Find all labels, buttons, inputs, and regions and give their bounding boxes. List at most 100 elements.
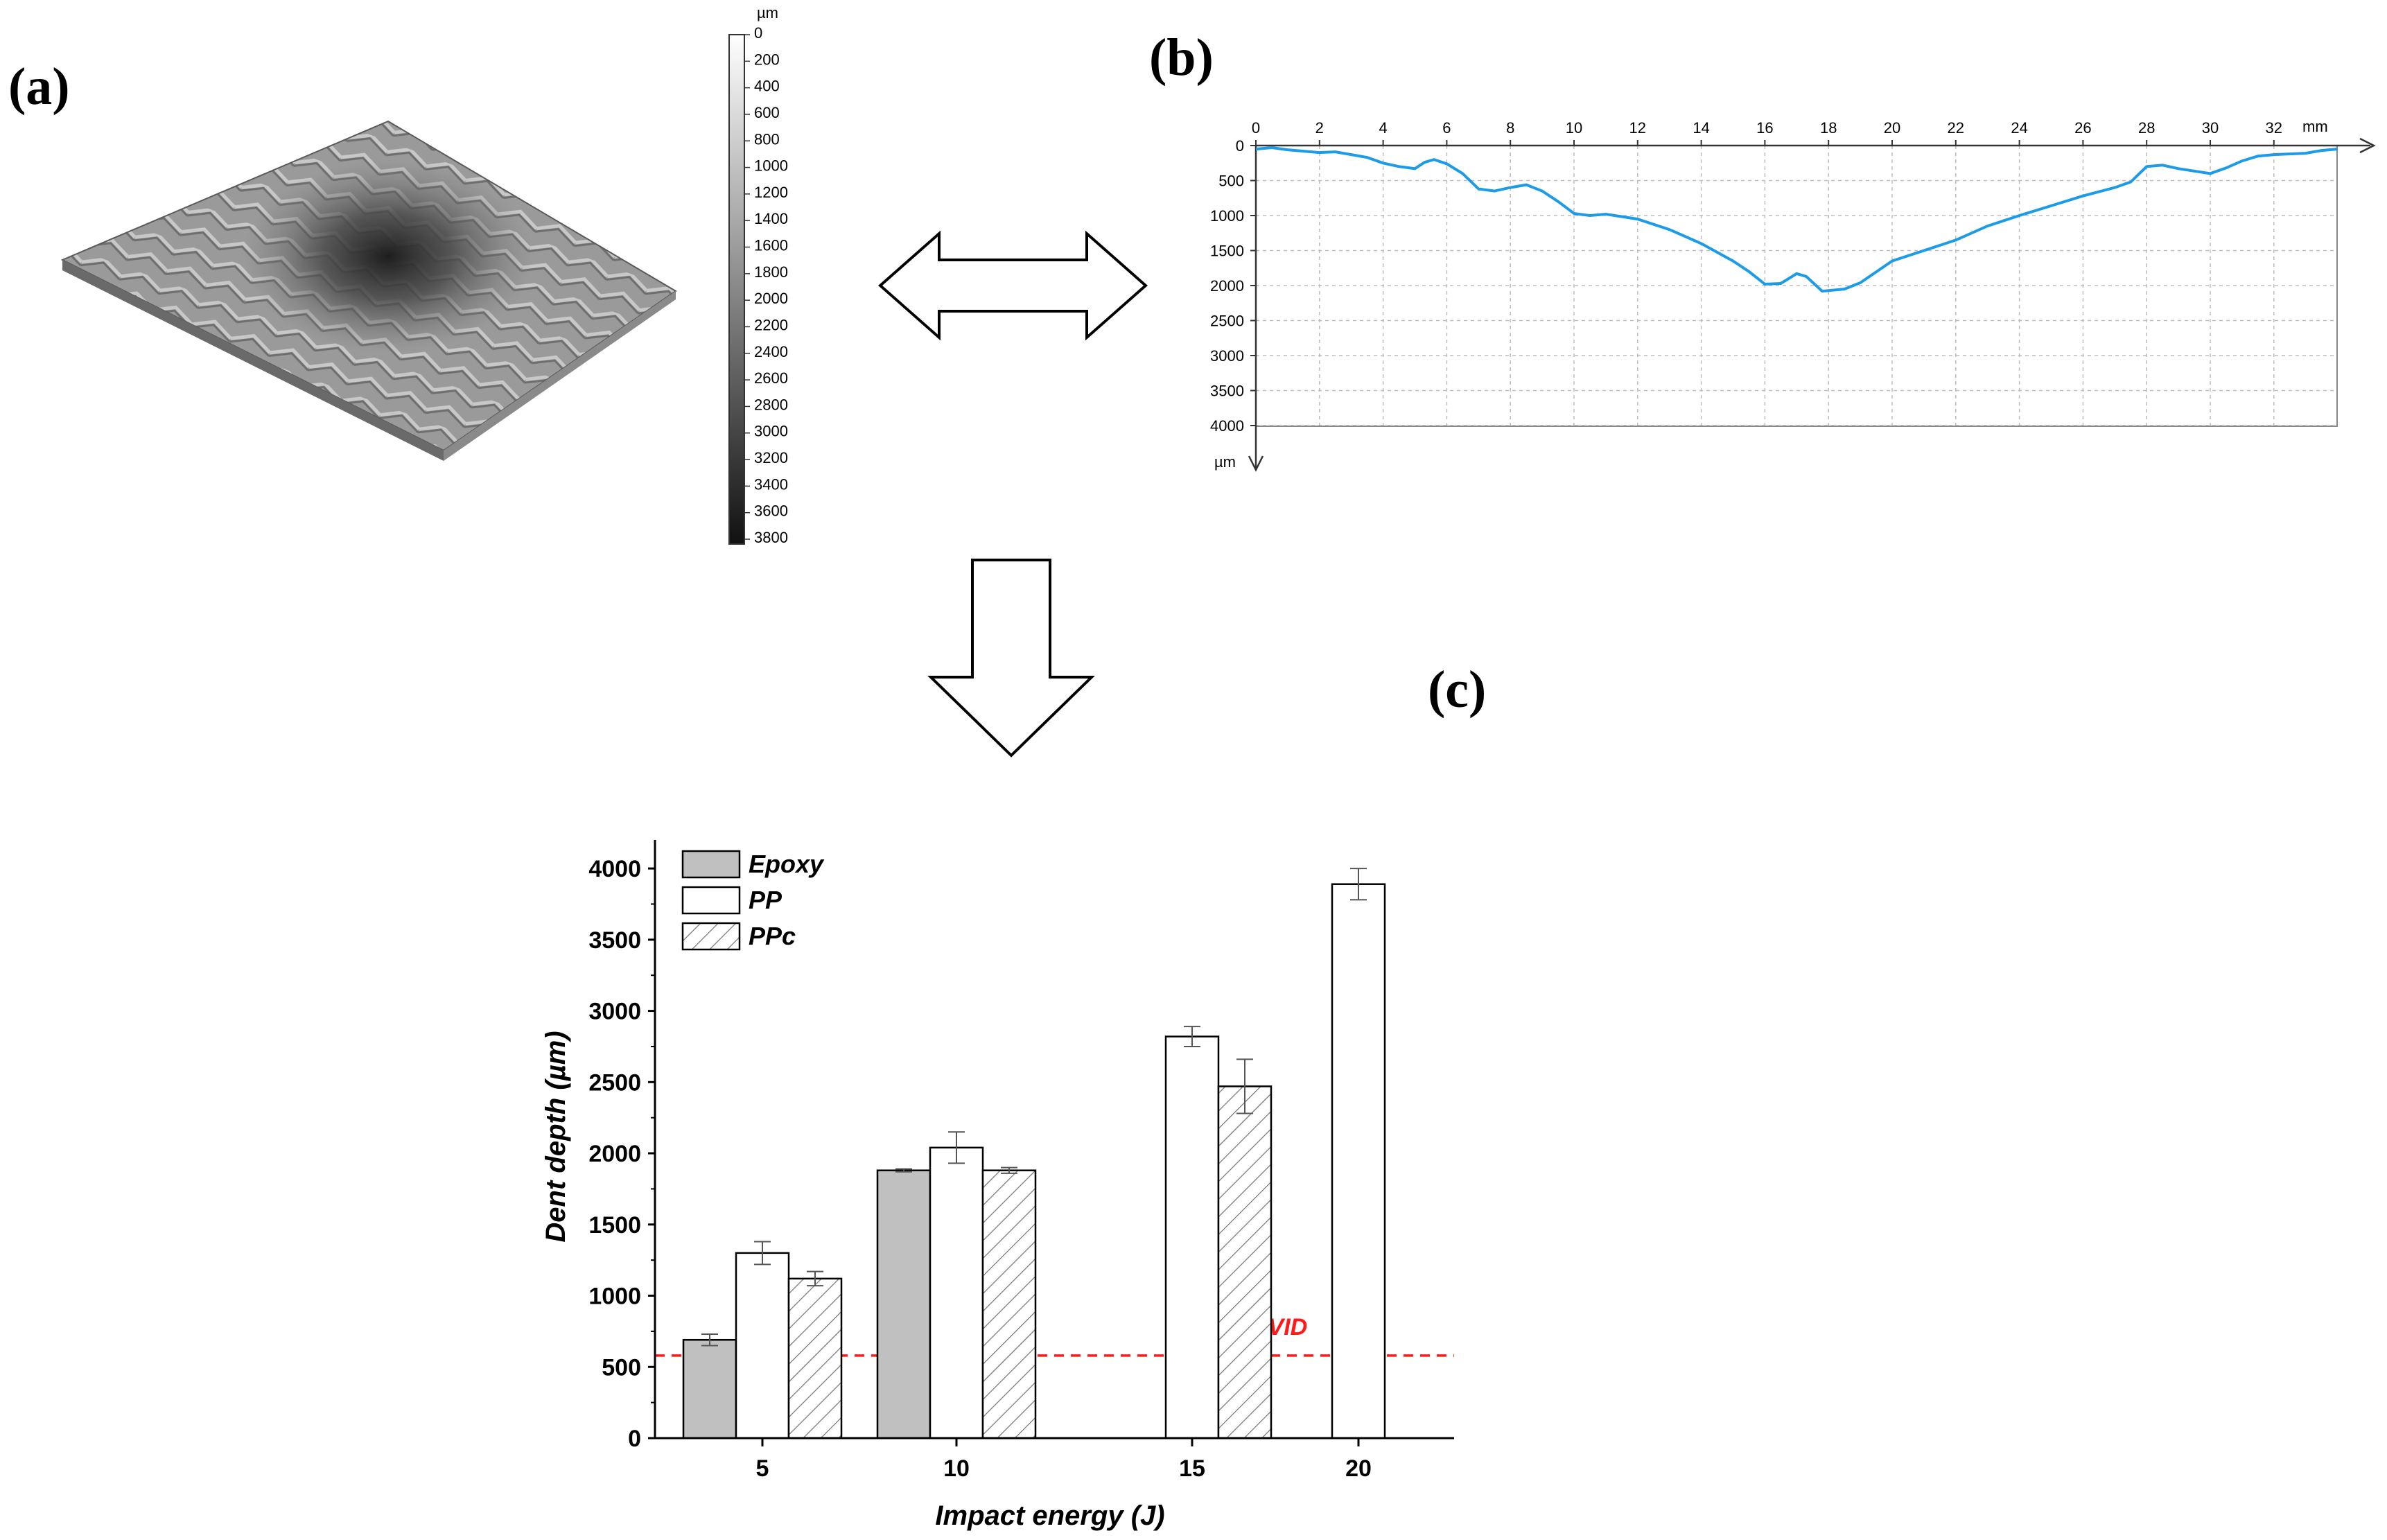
profile-x-tick-label: 10 (1566, 119, 1582, 137)
colorbar-tick-label: 200 (754, 51, 780, 68)
profile-x-tick-label: 26 (2074, 119, 2091, 137)
colorbar-tick-label: 2200 (754, 316, 788, 333)
colorbar-tick-label: 2000 (754, 290, 788, 307)
profile-x-arrowhead-icon (2359, 137, 2376, 154)
bar-y-tick-label: 3500 (588, 927, 641, 954)
bar-legend: Epoxy PP PPc (681, 850, 825, 951)
bar-x-tick-label: 5 (756, 1455, 769, 1482)
bar-x-axis-title: Impact energy (J) (935, 1500, 1164, 1531)
colorbar-tick-label: 3000 (754, 423, 788, 440)
legend-label-epoxy: Epoxy (749, 850, 825, 878)
bar-epoxy (876, 1169, 932, 1440)
profile-x-tick-label: 22 (1948, 119, 1964, 137)
profile-x-tick-label: 12 (1629, 119, 1646, 137)
colorbar-tick-label: 3600 (754, 502, 788, 520)
legend-label-ppc: PPc (749, 922, 796, 950)
colorbar-tick-label: 1200 (754, 184, 788, 201)
legend-swatch-ppc (681, 922, 741, 951)
bar-y-tick-label: 4000 (588, 856, 641, 882)
profile-x-unit: mm (2302, 118, 2328, 135)
colorbar-tick-label: 3800 (754, 529, 788, 546)
profile-x-tick-label: 28 (2138, 119, 2155, 137)
panel-label-b: (b) (1149, 28, 1214, 87)
bar-ppc (1217, 1085, 1273, 1440)
surface-render (60, 120, 677, 461)
colorbar-tick-label: 1600 (754, 237, 788, 254)
bar-series (682, 868, 1386, 1440)
bar-x-ticks: 5 10 15 20 (756, 1438, 1372, 1482)
profile-y-ticks: 0 500 1000 1500 2000 2500 3000 3500 4000 (1210, 137, 1256, 435)
profile-x-tick-label: 24 (2011, 119, 2027, 137)
bar-y-tick-label: 1500 (588, 1212, 641, 1239)
profile-y-unit: µm (1214, 453, 1236, 471)
bar-y-axis-title: Dent depth (µm) (541, 1031, 571, 1242)
colorbar-tick-label: 2400 (754, 343, 788, 360)
profile-line (1255, 146, 2338, 293)
profile-x-tick-label: 4 (1379, 119, 1387, 137)
profile-x-tick-label: 14 (1693, 119, 1709, 137)
bar-ppc (787, 1277, 843, 1440)
colorbar-tick-label: 1400 (754, 210, 788, 227)
bar-y-tick-label: 1000 (588, 1284, 641, 1310)
profile-y-tick-label: 1500 (1210, 243, 1244, 260)
colorbar-tick-label: 3400 (754, 475, 788, 493)
bar-y-ticks: 0 500 1000 1500 2000 2500 3000 3500 4000 (588, 856, 655, 1452)
profile-x-tick-label: 16 (1756, 119, 1773, 137)
profile-y-tick-label: 2000 (1210, 277, 1244, 295)
bar-y-tick-label: 500 (602, 1354, 641, 1381)
colorbar-tick-label: 0 (754, 24, 762, 42)
profile-x-tick-label: 18 (1820, 119, 1837, 137)
profile-y-tick-label: 4000 (1210, 417, 1244, 435)
profile-grid (1255, 146, 2337, 426)
bar-y-tick-label: 2000 (588, 1141, 641, 1167)
profile-y-tick-label: 500 (1218, 173, 1244, 190)
profile-x-tick-label: 6 (1442, 119, 1451, 137)
bar-y-tick-label: 3000 (588, 999, 641, 1025)
colorbar: µm 0 200 400 600 800 1000 1200 1400 1600 1800 2000… (728, 4, 788, 546)
colorbar-tick-label: 1000 (754, 157, 788, 175)
bar-x-tick-label: 15 (1179, 1455, 1205, 1482)
bar-x-tick-label: 20 (1345, 1455, 1372, 1482)
profile-y-tick-label: 0 (1236, 137, 1244, 155)
bar-y-tick-label: 2500 (588, 1069, 641, 1096)
colorbar-tick-label: 600 (754, 104, 780, 121)
down-arrow-icon (927, 559, 1095, 758)
profile-x-ticks: 0 2 4 6 8 10 12 14 16 18 20 22 24 26 28 30 32 (1252, 119, 2282, 146)
bar-ppc (981, 1169, 1037, 1440)
profile-x-tick-label: 2 (1315, 119, 1324, 137)
bar-pp (1331, 883, 1386, 1440)
colorbar-tick-label: 400 (754, 78, 780, 95)
colorbar-tick-label: 800 (754, 130, 780, 148)
legend-swatch-epoxy (681, 850, 741, 879)
profile-y-arrowhead-icon (1248, 455, 1264, 472)
profile-y-tick-label: 3500 (1210, 383, 1244, 400)
profile-x-tick-label: 30 (2202, 119, 2219, 137)
bar-pp (735, 1252, 790, 1440)
legend-label-pp: PP (749, 886, 782, 914)
panel-label-c: (c) (1428, 660, 1486, 719)
colorbar-gradient (728, 34, 745, 545)
bar-pp (929, 1146, 984, 1440)
profile-y-tick-label: 2500 (1210, 313, 1244, 330)
profile-x-tick-label: 20 (1884, 119, 1900, 137)
panel-label-a: (a) (8, 58, 70, 116)
profile-y-tick-label: 3000 (1210, 347, 1244, 365)
colorbar-tick-label: 3200 (754, 449, 788, 466)
bar-y-tick-label: 0 (628, 1426, 641, 1452)
bar-x-tick-label: 10 (943, 1455, 970, 1482)
profile-y-tick-label: 1000 (1210, 207, 1244, 225)
colorbar-unit: µm (757, 4, 778, 21)
profile-x-tick-label: 0 (1252, 119, 1260, 137)
colorbar-tick-label: 1800 (754, 263, 788, 281)
profile-x-tick-label: 32 (2266, 119, 2282, 137)
profile-chart: 0 2 4 6 8 10 12 14 16 18 20 22 24 26 28 30 32 0500100015… (1210, 118, 2376, 472)
double-arrow-icon (877, 230, 1148, 341)
bar-epoxy (682, 1338, 737, 1440)
legend-swatch-pp (681, 886, 741, 915)
colorbar-ticks: 0 200 400 600 800 1000 1200 1400 1600 1800 2000 220… (744, 24, 788, 546)
bar-pp (1164, 1035, 1220, 1440)
profile-x-tick-label: 8 (1506, 119, 1514, 137)
colorbar-tick-label: 2800 (754, 396, 788, 413)
